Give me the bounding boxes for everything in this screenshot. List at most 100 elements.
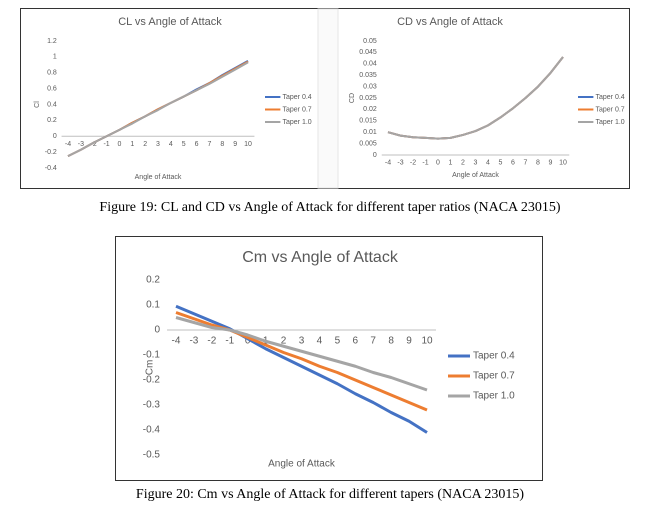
x-tick-label: -3 [78, 141, 84, 148]
legend-label: Taper 0.7 [283, 106, 312, 113]
x-tick-label: -1 [225, 336, 234, 347]
x-tick-label: 3 [156, 141, 160, 148]
x-tick-label: -3 [189, 336, 198, 347]
x-tick-label: 2 [461, 160, 465, 167]
legend-label: Taper 1.0 [596, 119, 625, 126]
y-tick-label: -0.5 [143, 450, 161, 461]
legend-label: Taper 0.4 [473, 351, 515, 362]
y-tick-label: 0.4 [47, 101, 57, 108]
x-tick-label: 6 [195, 141, 199, 148]
x-tick-label: -2 [91, 141, 97, 148]
x-tick-label: 1 [130, 141, 134, 148]
y-axis-label: Cm [145, 360, 156, 376]
x-tick-label: 7 [370, 336, 376, 347]
x-axis-label: Angle of Attack [135, 174, 182, 181]
y-tick-label: 0.2 [47, 117, 57, 124]
x-tick-label: 10 [244, 141, 252, 148]
x-tick-label: -1 [422, 160, 428, 167]
x-tick-label: -4 [172, 336, 181, 347]
y-tick-label: -0.3 [143, 400, 161, 411]
y-axis-label: CD [349, 93, 356, 103]
x-tick-label: 6 [511, 160, 515, 167]
x-tick-label: 5 [335, 336, 341, 347]
chart-title: CD vs Angle of Attack [397, 16, 503, 28]
series-line [175, 316, 428, 392]
series-line [387, 56, 564, 140]
x-tick-label: 9 [406, 336, 412, 347]
legend-label: Taper 0.4 [596, 94, 625, 101]
y-tick-label: 0.02 [363, 106, 377, 113]
x-axis-label: Angle of Attack [268, 459, 336, 470]
x-tick-label: 9 [233, 141, 237, 148]
x-tick-label: 6 [353, 336, 359, 347]
x-tick-label: 0 [117, 141, 121, 148]
series-line [175, 311, 428, 412]
x-tick-label: 3 [299, 336, 305, 347]
legend-label: Taper 0.7 [596, 106, 625, 113]
series-line [175, 304, 428, 434]
y-tick-label: 0.045 [359, 49, 377, 56]
y-tick-label: 0.035 [359, 72, 377, 79]
y-tick-label: -0.4 [45, 165, 57, 172]
x-tick-label: -3 [397, 160, 403, 167]
x-tick-label: 7 [207, 141, 211, 148]
x-tick-label: 2 [143, 141, 147, 148]
x-tick-label: 0 [436, 160, 440, 167]
x-tick-label: 3 [474, 160, 478, 167]
x-tick-label: 7 [524, 160, 528, 167]
y-tick-label: -0.2 [45, 149, 57, 156]
y-tick-label: 0.8 [47, 70, 57, 77]
y-tick-label: -0.1 [143, 350, 161, 361]
y-tick-label: 1 [53, 54, 57, 61]
x-tick-label: 5 [182, 141, 186, 148]
y-tick-label: -0.4 [143, 425, 161, 436]
chart-divider [317, 8, 339, 189]
y-tick-label: 0.015 [359, 118, 377, 125]
x-tick-label: -1 [103, 141, 109, 148]
caption: Figure 19: CL and CD vs Angle of Attack … [99, 200, 560, 215]
x-tick-label: 10 [421, 336, 433, 347]
x-tick-label: -4 [65, 141, 71, 148]
legend-label: Taper 1.0 [473, 391, 515, 402]
x-tick-label: 8 [388, 336, 394, 347]
y-tick-label: 0 [53, 133, 57, 140]
y-tick-label: 0.01 [363, 129, 377, 136]
chart-title: CL vs Angle of Attack [118, 16, 222, 28]
legend-label: Taper 1.0 [283, 119, 312, 126]
y-tick-label: 0.1 [146, 300, 160, 311]
y-tick-label: 0.2 [146, 275, 160, 286]
series-line [67, 61, 249, 157]
y-tick-label: 0.025 [359, 95, 377, 102]
y-tick-label: 0.05 [363, 38, 377, 45]
x-tick-label: -2 [410, 160, 416, 167]
x-tick-label: 2 [281, 336, 287, 347]
x-tick-label: 4 [486, 160, 490, 167]
x-tick-label: 10 [559, 160, 567, 167]
y-tick-label: 0 [373, 152, 377, 159]
y-tick-label: 0.04 [363, 61, 377, 68]
y-tick-label: -0.2 [143, 375, 161, 386]
legend-label: Taper 0.7 [473, 371, 515, 382]
x-tick-label: -2 [207, 336, 216, 347]
x-tick-label: 8 [220, 141, 224, 148]
y-tick-label: 0.6 [47, 85, 57, 92]
x-tick-label: 0 [245, 336, 251, 347]
x-tick-label: 5 [499, 160, 503, 167]
x-tick-label: 8 [536, 160, 540, 167]
y-axis-label: Cl [34, 101, 41, 108]
x-axis-label: Angle of Attack [452, 172, 499, 179]
y-tick-label: 1.2 [47, 38, 57, 45]
x-tick-label: 9 [549, 160, 553, 167]
caption: Figure 20: Cm vs Angle of Attack for dif… [136, 487, 525, 502]
chart-title: Cm vs Angle of Attack [242, 249, 399, 266]
x-tick-label: 4 [169, 141, 173, 148]
y-tick-label: 0 [154, 325, 160, 336]
x-tick-label: 4 [317, 336, 323, 347]
x-tick-label: -4 [385, 160, 391, 167]
legend-label: Taper 0.4 [283, 94, 312, 101]
x-tick-label: 1 [449, 160, 453, 167]
y-tick-label: 0.03 [363, 83, 377, 90]
y-tick-label: 0.005 [359, 140, 377, 147]
